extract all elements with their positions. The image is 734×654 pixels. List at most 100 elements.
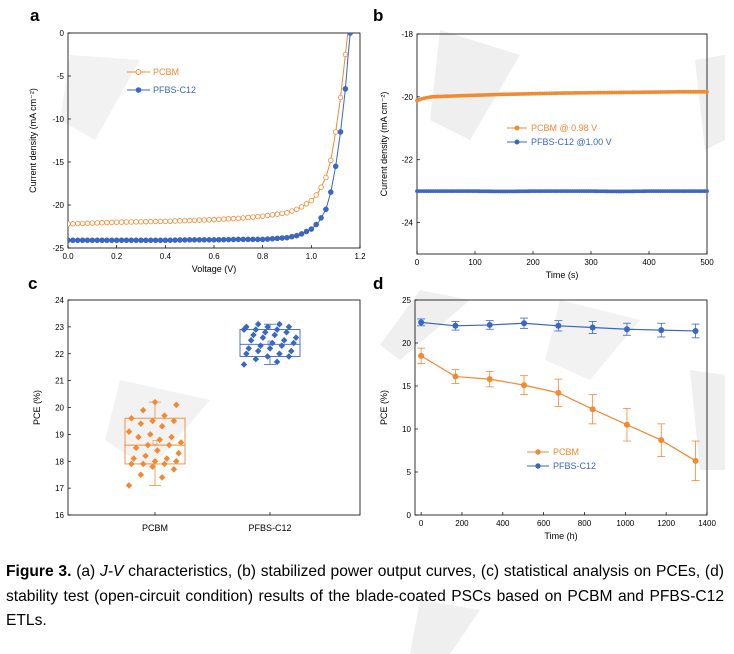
data-point: [74, 237, 81, 244]
series-pfbs-c12: [415, 189, 709, 194]
data-point: [186, 217, 193, 224]
y-tick-label: 0: [60, 29, 65, 38]
data-point: [221, 216, 227, 222]
data-point: [294, 206, 300, 212]
data-point: [206, 237, 212, 243]
x-tick-label: 0.0: [62, 252, 74, 261]
box-pfbs-c12: [239, 320, 301, 368]
data-point: [109, 219, 115, 226]
data-point: [250, 331, 257, 339]
data-point: [293, 232, 300, 239]
data-point: [308, 197, 315, 204]
y-tick-label: 19: [55, 430, 64, 439]
data-point: [220, 236, 227, 243]
series-line: [68, 33, 351, 241]
y-axis-label: Current density (mA cm⁻²): [28, 88, 38, 193]
data-point: [149, 463, 156, 470]
series-pcbm: [68, 33, 349, 227]
data-point: [147, 237, 154, 244]
y-tick-label: 23: [55, 323, 64, 332]
legend-label: PFBS-C12: [553, 461, 596, 471]
data-point: [125, 482, 133, 489]
data-point: [138, 237, 144, 244]
data-point: [240, 215, 246, 221]
data-point: [521, 382, 528, 389]
y-tick-label: -25: [52, 244, 64, 253]
data-point: [201, 237, 208, 243]
data-point: [130, 455, 137, 462]
data-point: [589, 406, 596, 413]
x-tick-label: 200: [455, 519, 469, 528]
x-tick-label: 300: [584, 258, 598, 267]
data-point: [230, 215, 237, 222]
legend-marker: [514, 139, 520, 145]
data-point: [89, 220, 96, 226]
series-pfbs-c12: [68, 33, 354, 244]
y-axis-label: Current density (mA cm⁻²): [379, 92, 389, 197]
x-tick-label: 1.0: [306, 252, 318, 261]
data-point: [269, 235, 276, 242]
panel-a-jv-chart: a 0 -5 -10 -15 -20 -25 0.0 0.2 0.4 0.6 0.8 1.0 1.2 Vo…: [0, 0, 366, 290]
data-point: [170, 417, 178, 425]
y-tick-label: -18: [401, 30, 413, 39]
panel-c-pce-boxplot: c 16 17 18 19 20 21 22 23 24 PCE (%) PCBM PFBS-C12: [0, 272, 365, 552]
y-tick-label: -22: [401, 156, 413, 165]
data-point: [211, 237, 217, 243]
legend-label: PFBS-C12 @1.00 V: [531, 137, 612, 147]
data-point: [70, 237, 76, 244]
data-point: [152, 237, 159, 244]
data-point: [177, 439, 185, 446]
data-point: [75, 220, 81, 227]
legend-label: PCBM @ 0.98 V: [531, 123, 597, 133]
box-mean: [152, 440, 158, 445]
legend-label: PCBM: [553, 447, 579, 457]
y-tick-label: 15: [402, 382, 411, 391]
data-point: [182, 237, 188, 243]
data-point: [254, 347, 262, 355]
data-point: [173, 457, 180, 465]
data-point: [149, 417, 156, 425]
y-tick-label: 22: [55, 350, 64, 359]
data-point: [175, 449, 182, 457]
data-point: [318, 215, 324, 221]
legend-marker: [535, 449, 541, 455]
x-tick-label: 200: [526, 258, 540, 267]
series-pcbm: [417, 347, 700, 482]
caption-text-part-1: (a): [71, 563, 101, 580]
figure-caption: Figure 3. (a) J-V characteristics, (b) s…: [6, 560, 724, 634]
data-point: [177, 218, 183, 224]
data-point: [264, 353, 271, 360]
data-point: [298, 204, 305, 210]
panel-letter-d: d: [373, 274, 384, 293]
data-point: [158, 423, 166, 430]
data-point: [211, 216, 217, 223]
x-tick-label: 0.8: [257, 252, 269, 261]
data-point: [347, 33, 354, 36]
data-point: [151, 398, 159, 406]
panel-b-power-output-chart: b -18 -20 -22 -24 0 100 200 300 400 500 Time (s) Cu…: [367, 0, 734, 290]
data-point: [452, 373, 459, 380]
x-tick-label: 400: [642, 258, 656, 267]
box-pcbm: [124, 398, 186, 489]
data-point: [555, 389, 562, 396]
data-point: [269, 212, 276, 218]
y-tick-label: 21: [55, 377, 64, 386]
x-tick-label: 500: [700, 258, 714, 267]
data-point: [137, 420, 145, 427]
data-point: [235, 215, 242, 222]
data-point: [240, 361, 248, 368]
series-pcbm: [415, 89, 709, 103]
data-point: [328, 189, 334, 195]
data-point: [555, 322, 562, 329]
series-line: [68, 33, 349, 225]
data-point: [252, 355, 260, 363]
data-point: [337, 94, 344, 101]
data-point: [118, 237, 125, 244]
data-point: [70, 221, 76, 227]
data-point: [255, 236, 261, 243]
data-point: [285, 353, 293, 360]
data-point: [172, 218, 178, 224]
plot-frame: [416, 33, 708, 255]
data-point: [177, 237, 183, 243]
data-point: [342, 51, 349, 58]
